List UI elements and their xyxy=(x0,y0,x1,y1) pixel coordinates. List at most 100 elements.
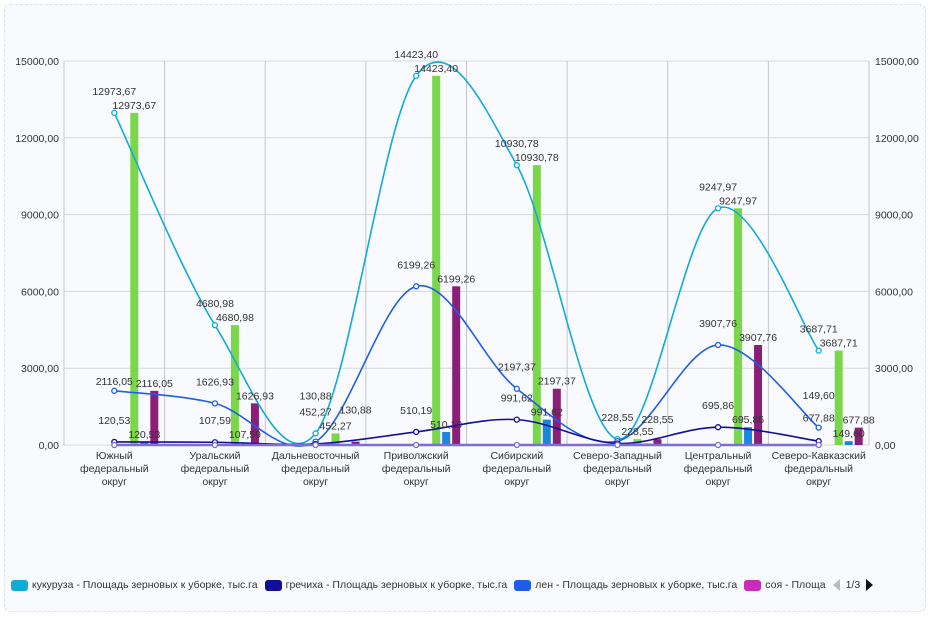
line-point xyxy=(312,430,319,437)
line-point xyxy=(714,341,722,349)
line-data-label: 9247,97 xyxy=(699,181,737,193)
bar-data-label: 149,60 xyxy=(833,428,865,440)
legend-page-indicator: 1/3 xyxy=(845,579,861,591)
next-page-icon[interactable] xyxy=(866,579,874,591)
bar-data-label: 3687,71 xyxy=(820,338,858,350)
line-point xyxy=(815,424,822,431)
legend-swatch xyxy=(264,579,282,591)
legend: кукуруза - Площадь зерновых к уборке, ты… xyxy=(11,579,919,591)
bar xyxy=(844,441,853,445)
legend-label: гречиха - Площадь зерновых к уборке, тыс… xyxy=(285,579,508,591)
line-point xyxy=(211,322,219,329)
y-tick-label: 9000,00 xyxy=(21,210,59,222)
bar xyxy=(552,388,561,445)
legend-item-flax[interactable]: лен - Площадь зерновых к уборке, тыс.га xyxy=(514,579,737,591)
legend-item-soy[interactable]: соя - Площа xyxy=(744,579,826,591)
line-point xyxy=(714,441,722,449)
bar-data-label: 120,53 xyxy=(128,429,160,441)
legend-item-buckwheat[interactable]: гречиха - Площадь зерновых к уборке, тыс… xyxy=(264,579,508,591)
line-point xyxy=(413,428,420,436)
line-point xyxy=(513,416,520,423)
line-data-label: 510,19 xyxy=(400,405,432,417)
y-tick-label: 0,00 xyxy=(39,440,60,452)
line-point xyxy=(815,347,822,354)
bar xyxy=(744,427,753,445)
legend-item-corn[interactable]: кукуруза - Площадь зерновых к уборке, ты… xyxy=(11,579,258,591)
legend-swatch xyxy=(514,579,532,591)
bar xyxy=(331,433,340,445)
y2-tick-label: 15000,00 xyxy=(875,56,919,68)
line-data-label: 10930,78 xyxy=(495,138,539,150)
line-point xyxy=(211,400,219,407)
bar-data-label: 12973,67 xyxy=(112,100,156,112)
bar-data-label: 130,88 xyxy=(340,405,372,417)
y2-tick-label: 3000,00 xyxy=(875,363,913,375)
bar xyxy=(442,431,451,445)
line-point xyxy=(111,387,118,394)
bar-data-label: 14423,40 xyxy=(414,63,458,75)
bar xyxy=(140,441,149,445)
x-tick-label: Сибирский федеральный округ xyxy=(482,450,551,488)
line-data-label: 1626,93 xyxy=(196,376,234,388)
y2-tick-label: 9000,00 xyxy=(875,210,913,222)
line-data-label: 6199,26 xyxy=(397,259,435,271)
bar-data-label: 6199,26 xyxy=(437,273,475,285)
line-point xyxy=(815,441,822,449)
legend-label: кукуруза - Площадь зерновых к уборке, ты… xyxy=(32,579,258,591)
line-data-label: 130,88 xyxy=(300,391,332,403)
line-series xyxy=(114,285,820,447)
line-data-label: 2197,37 xyxy=(498,362,536,374)
y2-tick-label: 6000,00 xyxy=(875,286,913,298)
bar-data-label: 452,27 xyxy=(320,420,352,432)
line-data-label: 452,27 xyxy=(300,406,332,418)
line-data-label: 12973,67 xyxy=(92,86,136,98)
bar-data-label: 677,88 xyxy=(843,415,875,427)
x-tick-label: Уральский федеральный округ xyxy=(181,450,250,488)
bar-data-label: 10930,78 xyxy=(515,152,559,164)
x-tick-label: Дальневосточный федеральный округ xyxy=(272,450,360,488)
line-point xyxy=(714,424,722,431)
bar-data-label: 228,55 xyxy=(641,414,673,426)
x-tick-label: Центральный федеральный округ xyxy=(684,450,753,488)
bar-data-label: 2197,37 xyxy=(538,376,576,388)
line-point xyxy=(111,109,118,117)
line-data-label: 228,55 xyxy=(601,412,633,424)
chart-card: 0,00 0,00 3000,00 3000,00 6000,00 6000,00 9000… xyxy=(4,4,926,612)
line-point xyxy=(312,441,319,449)
bar-data-label: 510,19 xyxy=(430,419,462,431)
bar-data-label: 1626,93 xyxy=(236,390,274,402)
line-data-label: 991,62 xyxy=(501,393,533,405)
bar xyxy=(542,419,551,445)
line-data-label: 677,88 xyxy=(803,413,835,425)
y2-tick-label: 12000,00 xyxy=(875,133,919,145)
line-series xyxy=(113,61,820,445)
line-point xyxy=(413,441,420,449)
bar-data-label: 3907,76 xyxy=(739,332,777,344)
line-point xyxy=(111,441,118,449)
y2-tick-label: 0,00 xyxy=(875,440,896,452)
y-tick-label: 12000,00 xyxy=(15,133,59,145)
bar xyxy=(754,344,763,445)
legend-label: лен - Площадь зерновых к уборке, тыс.га xyxy=(535,579,738,591)
line-data-label: 107,59 xyxy=(199,415,231,427)
x-tick-label: Северо-Западный федеральный округ xyxy=(573,450,662,488)
prev-page-icon[interactable] xyxy=(832,579,840,591)
line-data-label: 14423,40 xyxy=(394,49,438,61)
line-series xyxy=(114,418,819,446)
bar-data-label: 107,59 xyxy=(229,429,261,441)
bar xyxy=(653,439,662,445)
bar xyxy=(734,208,743,445)
line-point xyxy=(614,441,621,449)
line-point xyxy=(211,441,219,449)
line-data-label: 4680,98 xyxy=(196,298,234,310)
line-point xyxy=(413,72,420,79)
x-tick-label: Северо-Кавказский федеральный округ xyxy=(772,450,866,488)
legend-pager: 1/3 xyxy=(832,579,874,591)
y-tick-label: 3000,00 xyxy=(21,363,59,375)
bar xyxy=(250,403,259,445)
y-tick-label: 15000,00 xyxy=(15,56,59,68)
legend-swatch xyxy=(11,579,28,591)
bar xyxy=(351,441,360,445)
line-data-label: 120,53 xyxy=(98,415,130,427)
bar xyxy=(230,325,239,445)
